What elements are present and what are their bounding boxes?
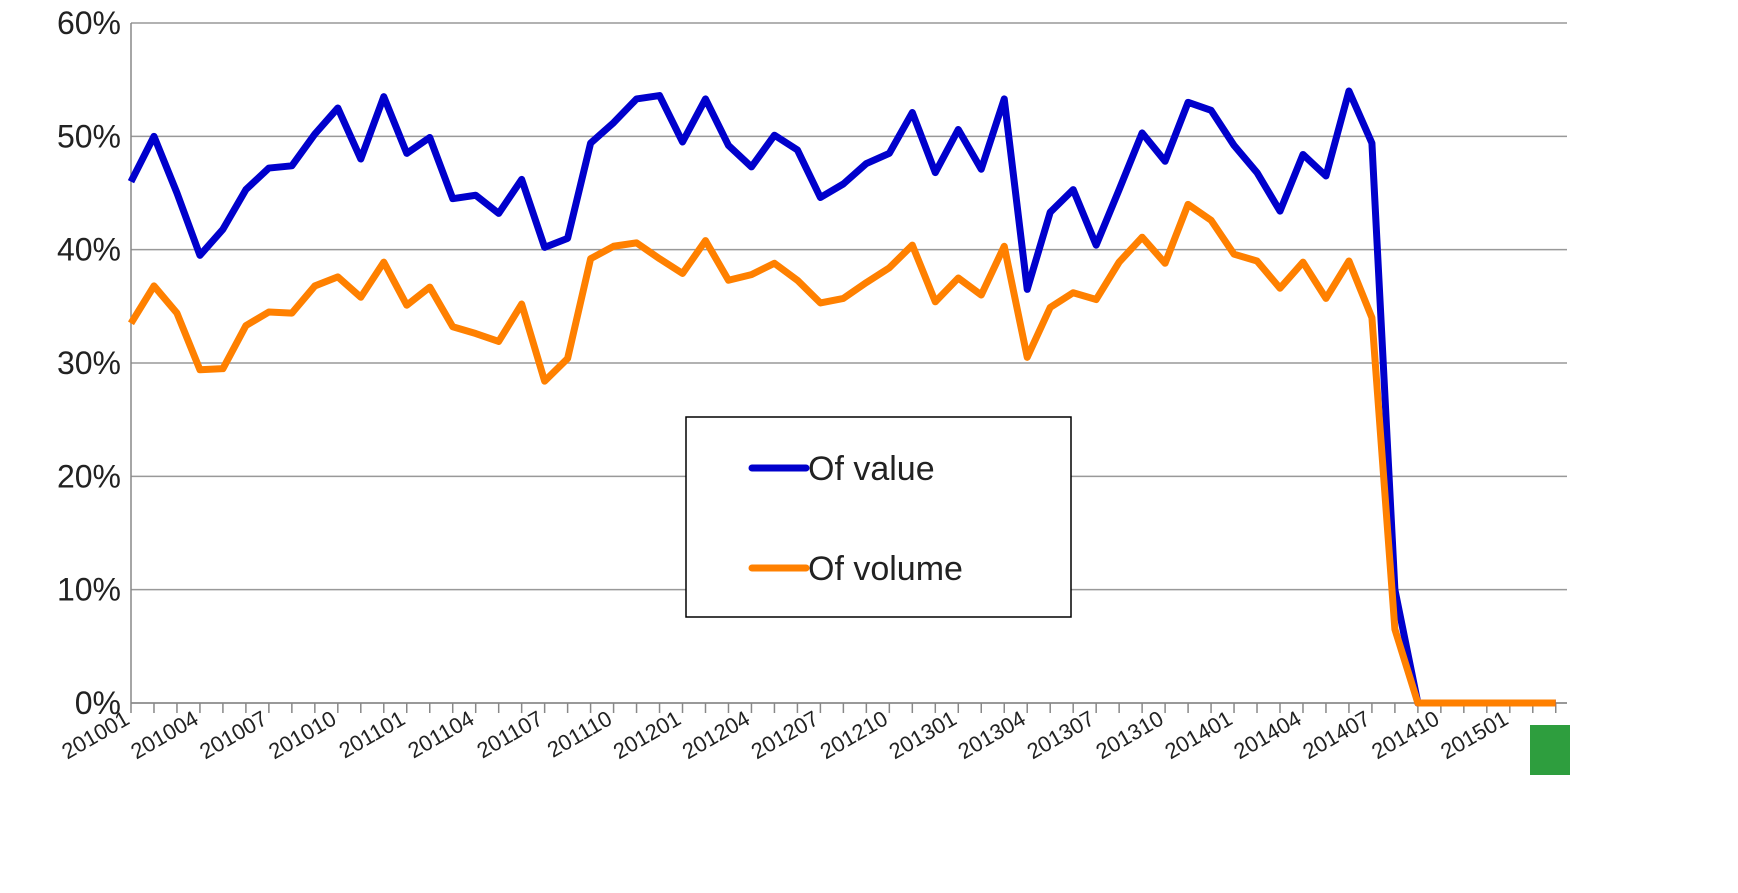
legend-label: Of volume [808,550,963,588]
x-tick-label: 201107 [472,706,547,764]
y-tick-label: 40% [57,232,121,268]
x-tick-label: 201307 [1023,706,1099,764]
x-tick-label: 201201 [609,706,685,764]
x-tick-label: 201104 [404,706,479,764]
x-tick-label: 201410 [1367,706,1443,764]
legend-label: Of value [808,450,935,488]
y-tick-label: 50% [57,118,121,154]
y-tick-label: 20% [57,458,121,494]
x-tick-label: 201310 [1092,706,1168,764]
x-tick-label: 201501 [1436,706,1512,764]
y-tick-label: 0% [75,685,121,721]
x-tick-label: 201407 [1298,706,1374,764]
legend-box [685,416,1072,618]
x-tick-label: 201301 [885,706,961,764]
logo [1530,725,1570,775]
x-tick-label: 201110 [543,706,616,763]
y-tick-label: 30% [57,345,121,381]
y-tick-label: 10% [57,572,121,608]
x-tick-label: 201304 [954,706,1030,764]
x-tick-label: 201004 [126,706,202,764]
x-tick-label: 201204 [678,706,754,764]
x-tick-label: 201207 [747,706,823,764]
x-tick-label: 201010 [264,706,340,764]
series-line [128,200,1556,707]
series-line [127,87,1556,707]
x-tick-label: 201210 [816,706,892,764]
x-tick-label: 201101 [335,706,410,764]
x-tick-label: 201007 [195,706,271,764]
x-tick-label: 201401 [1160,706,1236,764]
y-tick-label: 60% [57,5,121,41]
x-tick-label: 201404 [1229,706,1305,764]
